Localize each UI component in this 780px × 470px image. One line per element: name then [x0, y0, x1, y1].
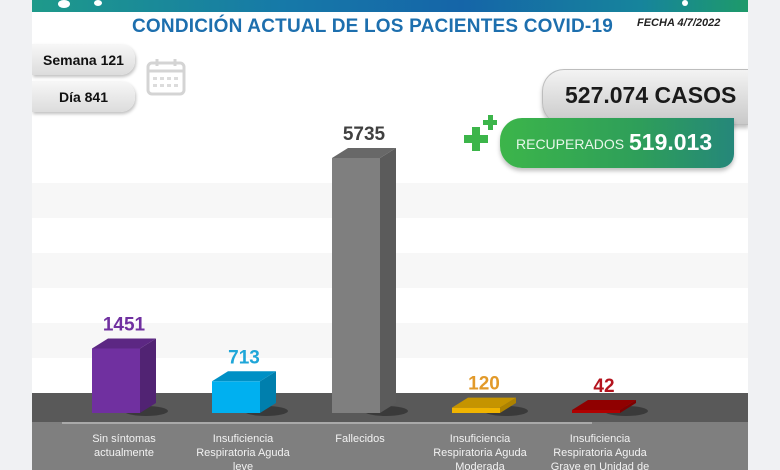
bar-front	[452, 407, 500, 413]
recovered-badge: RECUPERADOS 519.013	[500, 118, 734, 168]
bar-top	[452, 397, 516, 408]
bar-chart: 1451 713 5735 120 42	[92, 124, 648, 416]
data-label: 713	[228, 347, 260, 368]
infographic-panel: CONDICIÓN ACTUAL DE LOS PACIENTES COVID-…	[32, 0, 748, 470]
total-cases-badge: 527.074 CASOS	[542, 69, 748, 125]
x-axis-line	[62, 422, 592, 424]
x-tick-label: Sin síntomas actualmente	[92, 433, 156, 459]
report-date: FECHA 4/7/2022	[637, 17, 721, 29]
bar-front	[332, 158, 380, 413]
data-label: 5735	[343, 124, 386, 145]
calendar-icon	[146, 59, 186, 96]
bar-front	[92, 348, 140, 413]
bar-top	[92, 338, 156, 349]
bar-top	[212, 371, 276, 382]
bar-side	[620, 400, 636, 413]
dia-badge: Día 841	[32, 81, 135, 112]
page-title: CONDICIÓN ACTUAL DE LOS PACIENTES COVID-…	[132, 16, 613, 37]
x-tick-label: Fallecidos	[335, 433, 385, 445]
virus-decoration-icon	[682, 0, 688, 6]
recovered-label: RECUPERADOS	[516, 136, 625, 152]
category-label-band	[32, 422, 748, 470]
semana-badge: Semana 121	[32, 44, 135, 75]
x-tick-label: Insuficiencia Respiratoria Aguda Grave en …	[550, 433, 650, 470]
x-tick-label: Insuficiencia Respiratoria Aguda leve	[196, 433, 290, 470]
total-cases-value: 527.074 CASOS	[565, 82, 737, 108]
virus-decoration-icon	[58, 0, 70, 8]
x-tick-label: Insuficiencia Respiratoria Aguda Moderada	[433, 433, 527, 470]
data-label: 120	[468, 374, 500, 395]
bar-side	[260, 371, 276, 413]
bar-front	[212, 381, 260, 413]
bar-side	[140, 338, 156, 413]
header-banner	[32, 0, 748, 12]
bar-front	[572, 410, 620, 413]
bar-side	[380, 148, 396, 413]
bar-top	[572, 400, 636, 410]
bar-side	[500, 397, 516, 413]
virus-decoration-icon	[94, 0, 102, 6]
data-label: 42	[593, 376, 614, 397]
data-label: 1451	[103, 314, 146, 335]
recovered-value: 519.013	[629, 129, 713, 155]
bar-top	[332, 148, 396, 158]
